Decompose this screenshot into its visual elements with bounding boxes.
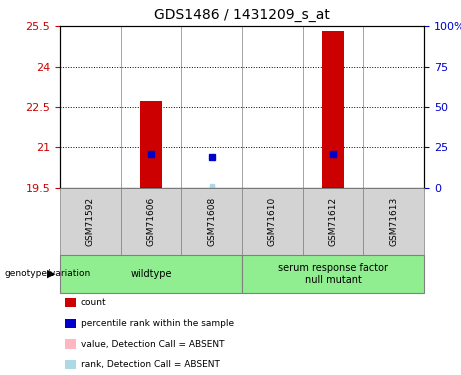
Text: percentile rank within the sample: percentile rank within the sample: [81, 319, 234, 328]
Text: rank, Detection Call = ABSENT: rank, Detection Call = ABSENT: [81, 360, 219, 369]
Text: GSM71606: GSM71606: [147, 196, 155, 246]
Text: GSM71613: GSM71613: [389, 196, 398, 246]
Text: count: count: [81, 298, 106, 307]
Text: GSM71610: GSM71610: [268, 196, 277, 246]
Text: wildtype: wildtype: [130, 269, 172, 279]
Bar: [140, 101, 162, 188]
Title: GDS1486 / 1431209_s_at: GDS1486 / 1431209_s_at: [154, 9, 330, 22]
Text: GSM71612: GSM71612: [329, 196, 337, 246]
Text: GSM71592: GSM71592: [86, 196, 95, 246]
Bar: [322, 31, 344, 188]
Text: value, Detection Call = ABSENT: value, Detection Call = ABSENT: [81, 340, 224, 349]
Text: genotype/variation: genotype/variation: [5, 269, 91, 278]
Text: ▶: ▶: [47, 269, 55, 279]
Text: GSM71608: GSM71608: [207, 196, 216, 246]
Text: serum response factor
null mutant: serum response factor null mutant: [278, 263, 388, 285]
